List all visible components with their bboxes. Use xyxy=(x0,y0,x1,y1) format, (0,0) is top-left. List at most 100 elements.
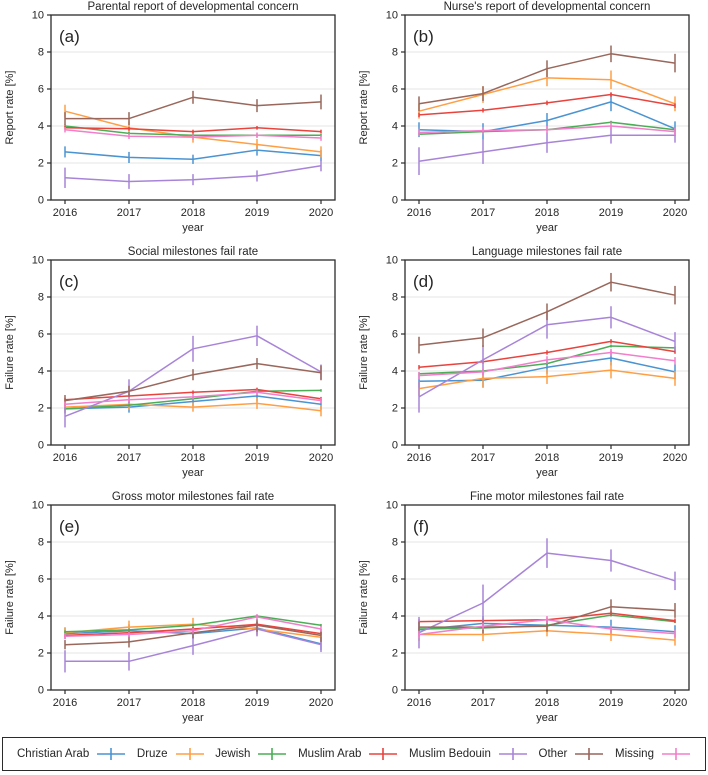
muslim-arab-series xyxy=(418,92,676,118)
charts-grid: 0 2 4 6 8 10 2016 2017 2018 2019 2020 Parental repo… xyxy=(0,0,708,735)
x-tick-label: 2016 xyxy=(53,207,77,219)
y-tick-label: 2 xyxy=(392,158,398,170)
muslim-bedouin-series xyxy=(418,126,676,176)
x-tick-label: 2017 xyxy=(471,697,495,709)
y-tick-label: 10 xyxy=(386,500,398,512)
y-tick-label: 10 xyxy=(386,10,398,22)
legend-label-missing: Missing xyxy=(614,748,654,760)
x-tick-label: 2020 xyxy=(309,452,333,464)
other-line xyxy=(419,606,676,628)
muslim-bedouin-line xyxy=(418,134,675,162)
x-tick-label: 2020 xyxy=(663,207,687,219)
panel-letter: (e) xyxy=(59,517,80,536)
chart-panel--a-: 0 2 4 6 8 10 2016 2017 2018 2019 2020 Parental repo… xyxy=(4,1,336,234)
legend-item-druze: Druze xyxy=(137,746,205,762)
chart-panel--c-: 0 2 4 6 8 10 2016 2017 2018 2019 2020 Social milest… xyxy=(4,246,336,479)
x-tick-label: 2018 xyxy=(181,207,205,219)
y-tick-label: 6 xyxy=(392,574,398,586)
chart-title: Language milestones fail rate xyxy=(472,246,622,258)
plus-marker-icon-muslim-arab xyxy=(369,748,398,760)
chart-cell--e-: 0 2 4 6 8 10 2016 2017 2018 2019 2020 Gross motor m… xyxy=(0,490,354,735)
panel-letter: (a) xyxy=(59,27,80,46)
jewish-series xyxy=(64,614,322,634)
y-tick-label: 0 xyxy=(392,195,398,207)
muslim-arab-line xyxy=(418,340,676,369)
druze-line xyxy=(64,402,322,412)
x-tick-label: 2018 xyxy=(535,207,559,219)
x-tick-label: 2019 xyxy=(599,452,623,464)
chart-cell--c-: 0 2 4 6 8 10 2016 2017 2018 2019 2020 Social milest… xyxy=(0,245,354,490)
x-axis-label: year xyxy=(536,712,558,724)
muslim-arab-line xyxy=(418,93,676,116)
x-tick-label: 2020 xyxy=(663,452,687,464)
x-tick-label: 2018 xyxy=(181,697,205,709)
panel-letter: (d) xyxy=(413,272,434,291)
chart-panel--e-: 0 2 4 6 8 10 2016 2017 2018 2019 2020 Gross motor m… xyxy=(4,491,336,724)
y-tick-label: 0 xyxy=(392,685,398,697)
y-axis-label: Failure rate [%] xyxy=(4,560,16,635)
muslim-bedouin-line xyxy=(64,335,322,417)
y-tick-label: 2 xyxy=(38,403,44,415)
x-axis-label: year xyxy=(536,222,558,234)
y-tick-label: 8 xyxy=(392,47,398,59)
y-axis-label: Failure rate [%] xyxy=(358,560,370,635)
axes-box xyxy=(404,14,690,201)
other-series xyxy=(64,90,322,126)
y-tick-label: 4 xyxy=(38,366,44,378)
legend-item-muslim-arab: Muslim Arab xyxy=(298,746,398,762)
chart-panel--b-: 0 2 4 6 8 10 2016 2017 2018 2019 2020 Nurse's repor… xyxy=(358,1,690,234)
y-axis-label: Report rate [%] xyxy=(358,71,370,145)
y-tick-label: 2 xyxy=(38,648,44,660)
chart-cell--d-: 0 2 4 6 8 10 2016 2017 2018 2019 2020 Language mile… xyxy=(354,245,708,490)
x-tick-label: 2016 xyxy=(53,452,77,464)
axes-box xyxy=(404,504,690,691)
y-tick-label: 0 xyxy=(392,440,398,452)
x-tick-label: 2020 xyxy=(663,697,687,709)
other-line xyxy=(64,362,322,402)
x-axis-label: year xyxy=(182,467,204,479)
panel-letter: (c) xyxy=(59,272,79,291)
muslim-bedouin-series xyxy=(64,160,322,189)
x-axis-label: year xyxy=(536,467,558,479)
plus-marker-icon-christian-arab xyxy=(97,748,126,760)
panel-letter: (b) xyxy=(413,27,434,46)
chart-title: Parental report of developmental concern xyxy=(88,1,299,13)
y-tick-label: 2 xyxy=(392,648,398,660)
missing-series xyxy=(418,616,676,639)
muslim-bedouin-line xyxy=(64,165,322,183)
chart-title: Nurse's report of developmental concern xyxy=(444,1,651,13)
other-series xyxy=(418,45,676,112)
y-tick-label: 4 xyxy=(38,121,44,133)
y-tick-label: 10 xyxy=(32,255,44,267)
christian-arab-line xyxy=(64,395,322,410)
y-tick-label: 6 xyxy=(392,84,398,96)
missing-series xyxy=(64,389,322,408)
muslim-bedouin-line xyxy=(418,552,676,634)
legend-item-muslim-bedouin: Muslim Bedouin xyxy=(409,746,528,762)
y-tick-label: 0 xyxy=(38,195,44,207)
plus-marker-icon-missing xyxy=(661,748,690,760)
other-line xyxy=(418,53,676,105)
legend-label-muslim-bedouin: Muslim Bedouin xyxy=(409,748,491,760)
y-tick-label: 10 xyxy=(386,255,398,267)
missing-line xyxy=(64,391,322,406)
y-tick-label: 4 xyxy=(38,611,44,623)
x-tick-label: 2019 xyxy=(599,697,623,709)
druze-line xyxy=(418,369,676,390)
x-axis-label: year xyxy=(182,712,204,724)
y-tick-label: 4 xyxy=(392,121,398,133)
plus-marker-icon-other xyxy=(575,748,604,760)
x-tick-label: 2020 xyxy=(309,207,333,219)
y-tick-label: 6 xyxy=(38,574,44,586)
chart-cell--b-: 0 2 4 6 8 10 2016 2017 2018 2019 2020 Nurse's repor… xyxy=(354,0,708,245)
y-axis-label: Failure rate [%] xyxy=(4,315,16,390)
y-tick-label: 2 xyxy=(38,158,44,170)
x-tick-label: 2017 xyxy=(117,697,141,709)
y-tick-label: 8 xyxy=(38,537,44,549)
muslim-bedouin-line xyxy=(65,628,322,663)
x-tick-label: 2018 xyxy=(535,697,559,709)
axes-box xyxy=(50,14,336,201)
legend-label-other: Other xyxy=(538,748,568,760)
missing-series xyxy=(64,614,322,640)
missing-line xyxy=(418,125,676,134)
